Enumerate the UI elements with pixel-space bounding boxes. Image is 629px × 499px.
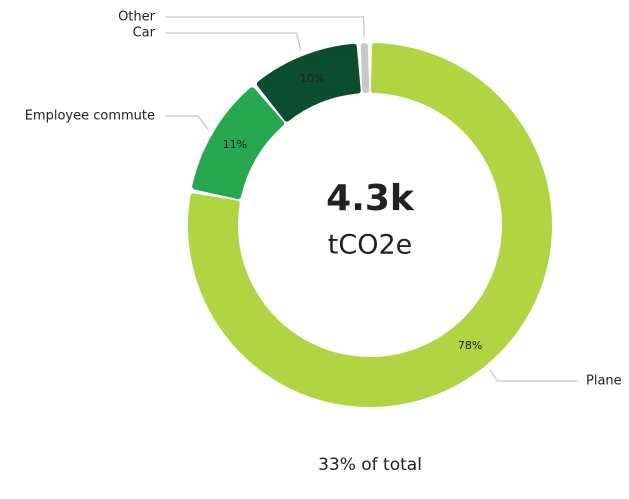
leader-line — [165, 32, 302, 51]
leader-line — [165, 115, 209, 130]
slice-label: 78% — [458, 339, 482, 352]
slice — [192, 87, 285, 200]
category-label: Other — [118, 10, 156, 25]
slice-label: 10% — [300, 72, 324, 85]
category-label: Plane — [586, 374, 622, 389]
center-unit: tCO2e — [328, 230, 412, 261]
category-label: Car — [133, 26, 156, 41]
leader-line — [165, 16, 365, 38]
footer: 33% of total — [318, 455, 422, 475]
category-label: Employee commute — [25, 109, 155, 124]
slice — [188, 43, 552, 407]
slice — [256, 43, 361, 122]
leader-line — [489, 369, 578, 382]
slice-label: 11% — [223, 138, 247, 151]
center-value: 4.3k — [326, 178, 415, 219]
slice — [360, 43, 370, 94]
